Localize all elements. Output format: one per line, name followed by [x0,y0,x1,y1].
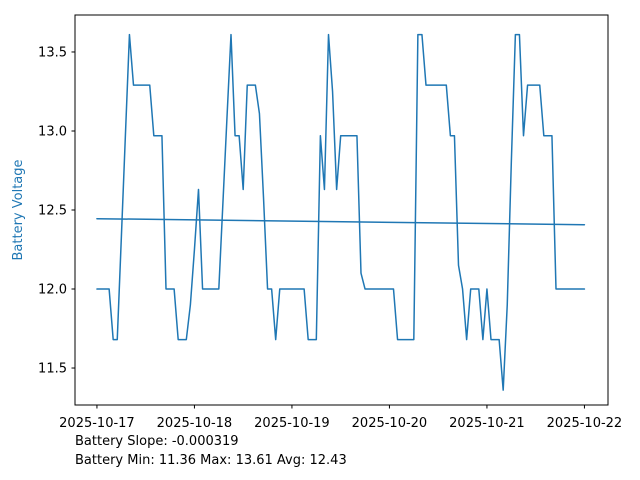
series-layer [96,33,586,391]
battery-voltage-series-line [96,33,586,391]
axes-frame [74,14,609,406]
x-tick-label: 2025-10-18 [157,416,233,431]
y-axis-label: Battery Voltage [11,159,26,260]
x-axis-ticks: 2025-10-17 2025-10-18 2025-10-19 2025-10-20… [59,405,622,431]
annotation-battery-slope: Battery Slope: -0.000319 [75,434,239,449]
y-tick-label: 12.0 [38,283,67,298]
x-tick-label: 2025-10-17 [59,416,135,431]
y-axis-ticks: 11.5 12.0 12.5 13.0 13.5 [38,45,75,377]
y-tick-label: 12.5 [38,204,67,219]
x-tick-label: 2025-10-22 [547,416,623,431]
annotation-battery-min-max-avg: Battery Min: 11.36 Max: 13.61 Avg: 12.43 [75,453,347,468]
x-tick-label: 2025-10-19 [254,416,330,431]
y-tick-label: 11.5 [38,362,67,377]
y-tick-label: 13.0 [38,124,67,139]
y-tick-label: 13.5 [38,45,67,60]
x-tick-label: 2025-10-21 [449,416,525,431]
x-tick-label: 2025-10-20 [352,416,428,431]
battery-trend-line [96,217,586,226]
